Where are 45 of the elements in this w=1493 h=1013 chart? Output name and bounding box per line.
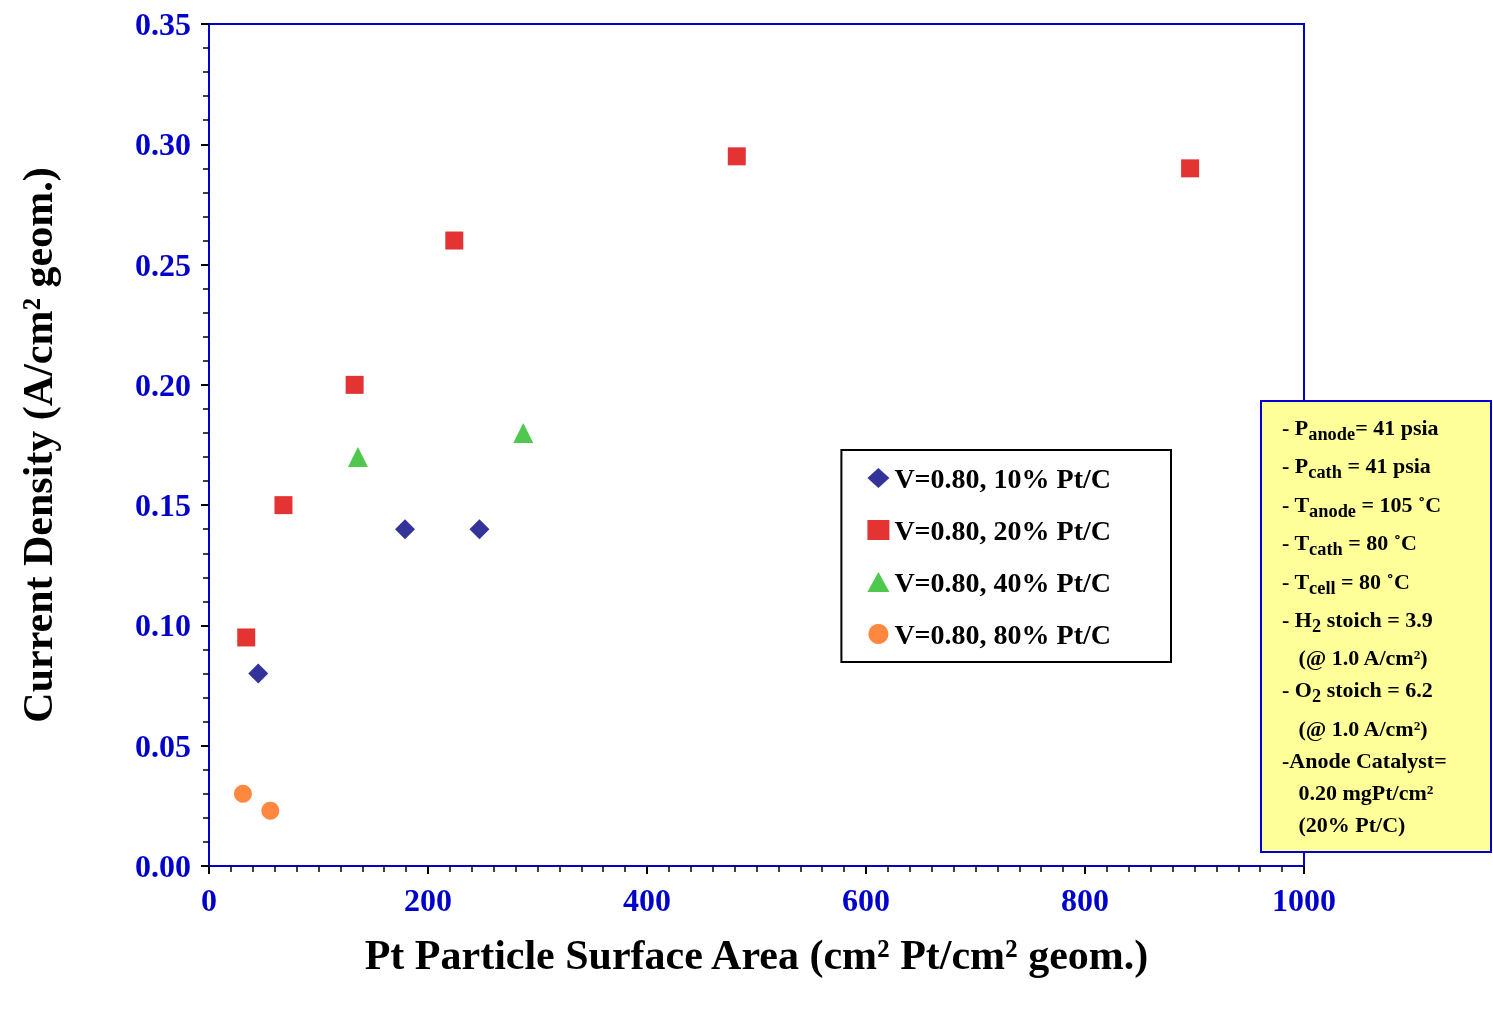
x-tick-label: 800: [1061, 882, 1109, 918]
y-tick-label: 0.00: [135, 848, 191, 884]
y-tick-label: 0.35: [135, 6, 191, 42]
y-tick-label: 0.25: [135, 246, 191, 283]
annotation: - P$_{anode}$= 41 psia: [1282, 414, 1440, 447]
annotation: - T$_{cell}$ = 80 ˚C: [1282, 567, 1411, 600]
point: [347, 447, 368, 468]
annotation: - O$_{2}$ stoich = 6.2: [1282, 676, 1434, 709]
y-tick-label: 0.10: [135, 607, 191, 644]
x-tick-label: 0: [201, 882, 217, 918]
point: [727, 147, 746, 166]
x-tick-label: 200: [404, 882, 452, 918]
annotation: - H$_{2}$ stoich = 3.9: [1282, 605, 1434, 639]
x-tick-label: 400: [623, 882, 671, 918]
point: [469, 519, 490, 540]
point: [513, 422, 534, 443]
annotation: (@ 1.0 A/cm²): [1297, 714, 1429, 743]
annotation: - T$_{cath}$ = 80 ˚C: [1282, 529, 1418, 562]
point: [274, 496, 293, 515]
point: [445, 231, 464, 250]
annotation: - P$_{cath}$ = 41 psia: [1282, 452, 1432, 485]
point: [345, 375, 364, 394]
point: [248, 663, 269, 684]
annotation: -Anode Catalyst=: [1282, 746, 1448, 775]
y-axis-title: Current Density (A/cm² geom.): [15, 167, 62, 723]
point: [261, 801, 280, 820]
legend-label: V=0.80, 20% Pt/C: [894, 514, 1112, 546]
legend-label: V=0.80, 40% Pt/C: [894, 566, 1112, 598]
point: [237, 628, 256, 647]
annotation: (@ 1.0 A/cm²): [1297, 644, 1429, 673]
point: [1181, 159, 1200, 178]
point: [395, 519, 416, 540]
y-tick-label: 0.05: [135, 727, 191, 764]
y-tick-label: 0.30: [135, 126, 191, 163]
annotation: 0.20 mgPt/cm²: [1297, 778, 1435, 807]
point: [233, 784, 252, 803]
y-tick-label: 0.15: [135, 487, 191, 524]
x-tick-label: 600: [842, 882, 890, 918]
legend-label: V=0.80, 10% Pt/C: [894, 462, 1112, 494]
x-tick-label: 1000: [1272, 882, 1336, 918]
annotation: (20% Pt/C): [1297, 810, 1407, 839]
x-axis-title: Pt Particle Surface Area (cm² Pt/cm² geom.): [364, 932, 1149, 979]
annotation: - T$_{anode}$ = 105 ˚C: [1282, 490, 1443, 524]
y-tick-label: 0.20: [135, 366, 191, 403]
legend-label: V=0.80, 80% Pt/C: [894, 618, 1112, 650]
